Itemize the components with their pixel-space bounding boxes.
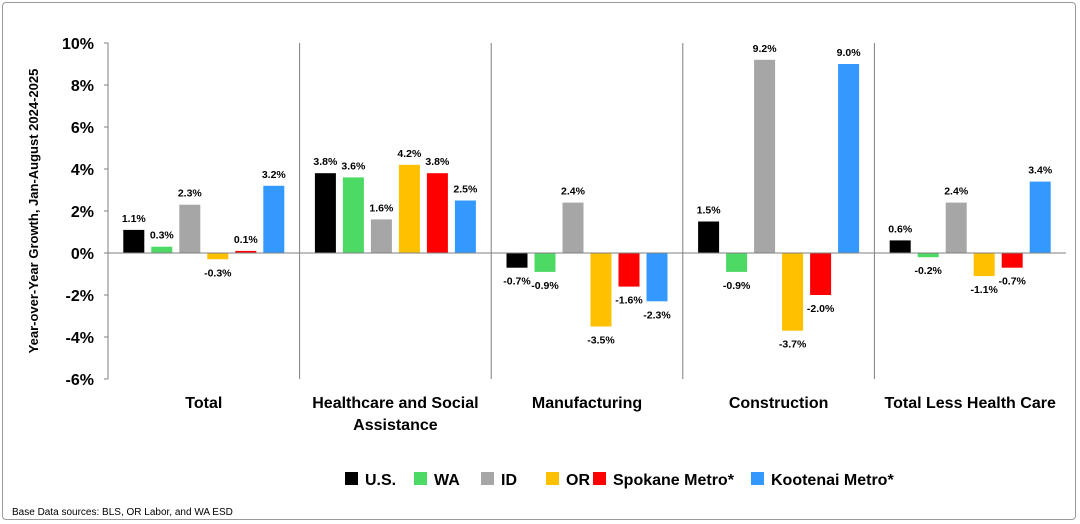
y-axis-ticks: 10% 8% 6% 4% 2% 0% -2% -4% -6%: [62, 36, 108, 389]
data-label: 3.2%: [262, 169, 287, 181]
bar-kootenai-metro--1: [454, 200, 476, 253]
data-label: 2.5%: [453, 184, 478, 196]
bar-id-4: [945, 202, 967, 253]
bar-id-3: [754, 59, 776, 253]
y-tick-label: -2%: [66, 288, 94, 305]
axes: [107, 43, 1066, 379]
legend-label: WA: [434, 472, 460, 489]
bar-u-s--3: [698, 221, 720, 253]
category-labels: Total Healthcare and Social Assistance Manu…: [185, 395, 1056, 434]
data-label: -0.7%: [503, 276, 531, 288]
bar-spokane-metro--1: [426, 173, 448, 253]
category-label: Total Less Health Care: [885, 395, 1056, 412]
bar-kootenai-metro--0: [263, 185, 285, 253]
bar-or-0: [207, 253, 229, 260]
legend-label: Spokane Metro*: [613, 472, 735, 489]
bar-u-s--1: [314, 173, 336, 253]
y-tick-label: 10%: [62, 36, 94, 53]
source-note: Base Data sources: BLS, OR Labor, and WA…: [12, 507, 233, 518]
category-label: Manufacturing: [532, 395, 642, 412]
legend-swatch: [481, 472, 494, 485]
bar-wa-0: [151, 246, 173, 253]
legend-label: Kootenai Metro*: [771, 472, 894, 489]
bar-wa-4: [917, 253, 939, 258]
bar-id-1: [370, 219, 392, 253]
legend-label: OR: [566, 472, 590, 489]
data-label: 2.3%: [178, 188, 203, 200]
bar-u-s--0: [123, 229, 145, 253]
data-label: -2.0%: [807, 303, 835, 315]
bar-or-1: [398, 164, 420, 253]
data-label: 2.4%: [944, 186, 969, 198]
bar-wa-2: [534, 253, 556, 272]
legend-swatch: [546, 472, 559, 485]
y-tick-label: 4%: [71, 162, 94, 179]
data-label: -0.7%: [998, 276, 1026, 288]
data-label: 4.2%: [397, 148, 422, 160]
data-label: -0.2%: [914, 265, 942, 277]
category-label: Total: [185, 395, 222, 412]
bar-kootenai-metro--4: [1029, 181, 1051, 253]
data-label: -0.9%: [723, 280, 751, 292]
category-label: Construction: [729, 395, 829, 412]
data-label: -3.7%: [779, 339, 807, 351]
data-label: 3.4%: [1028, 165, 1053, 177]
bar-spokane-metro--3: [810, 253, 832, 295]
bar-u-s--2: [506, 253, 528, 268]
legend-label: ID: [501, 472, 517, 489]
data-label: -1.1%: [970, 284, 998, 296]
data-label: 0.1%: [234, 234, 259, 246]
data-label: 2.4%: [561, 186, 586, 198]
y-axis-label: Year-over-Year Growth, Jan-August 2024-2…: [26, 69, 41, 354]
data-label: 9.0%: [837, 47, 862, 59]
bar-id-0: [179, 204, 201, 253]
data-label: -2.3%: [643, 309, 671, 321]
bar-wa-3: [726, 253, 748, 272]
data-label: 3.6%: [341, 160, 366, 172]
legend: U.S. WA ID OR Spokane Metro* Kootenai Metro*: [345, 472, 894, 489]
bar-spokane-metro--2: [618, 253, 640, 287]
bar-spokane-metro--4: [1001, 253, 1023, 268]
data-label: -1.6%: [615, 295, 643, 307]
bar-u-s--4: [889, 240, 911, 253]
bar-spokane-metro--0: [235, 250, 257, 253]
bar-kootenai-metro--2: [646, 253, 668, 302]
data-label: 1.5%: [697, 205, 722, 217]
data-label: -3.5%: [587, 335, 615, 347]
bar-id-2: [562, 202, 584, 253]
y-tick-label: -4%: [66, 330, 94, 347]
data-label: 1.1%: [122, 213, 147, 225]
data-label: 3.8%: [313, 156, 338, 168]
legend-label: U.S.: [365, 472, 396, 489]
data-labels: 1.1%3.8%-0.7%1.5%0.6%0.3%3.6%-0.9% -0.9%-…: [122, 43, 1053, 351]
y-tick-label: 0%: [71, 246, 94, 263]
data-label: -0.3%: [204, 267, 232, 279]
y-tick-label: 2%: [71, 204, 94, 221]
data-label: 0.6%: [888, 223, 913, 235]
data-label: 9.2%: [753, 43, 778, 55]
legend-swatch: [751, 472, 764, 485]
bar-or-4: [973, 253, 995, 277]
bar-kootenai-metro--3: [838, 64, 860, 253]
category-label: Healthcare and Social: [312, 395, 478, 412]
legend-swatch: [593, 472, 606, 485]
y-tick-label: -6%: [66, 372, 94, 389]
category-label: Assistance: [353, 417, 438, 434]
bar-wa-1: [342, 177, 364, 253]
data-label: 3.8%: [425, 156, 450, 168]
data-label: 1.6%: [369, 202, 394, 214]
legend-swatch: [345, 472, 358, 485]
bar-or-3: [782, 253, 804, 331]
bars: [123, 59, 1051, 331]
y-tick-label: 8%: [71, 78, 94, 95]
y-tick-label: 6%: [71, 120, 94, 137]
data-label: -0.9%: [531, 280, 559, 292]
data-label: 0.3%: [150, 230, 175, 242]
bar-or-2: [590, 253, 612, 327]
legend-swatch: [414, 472, 427, 485]
